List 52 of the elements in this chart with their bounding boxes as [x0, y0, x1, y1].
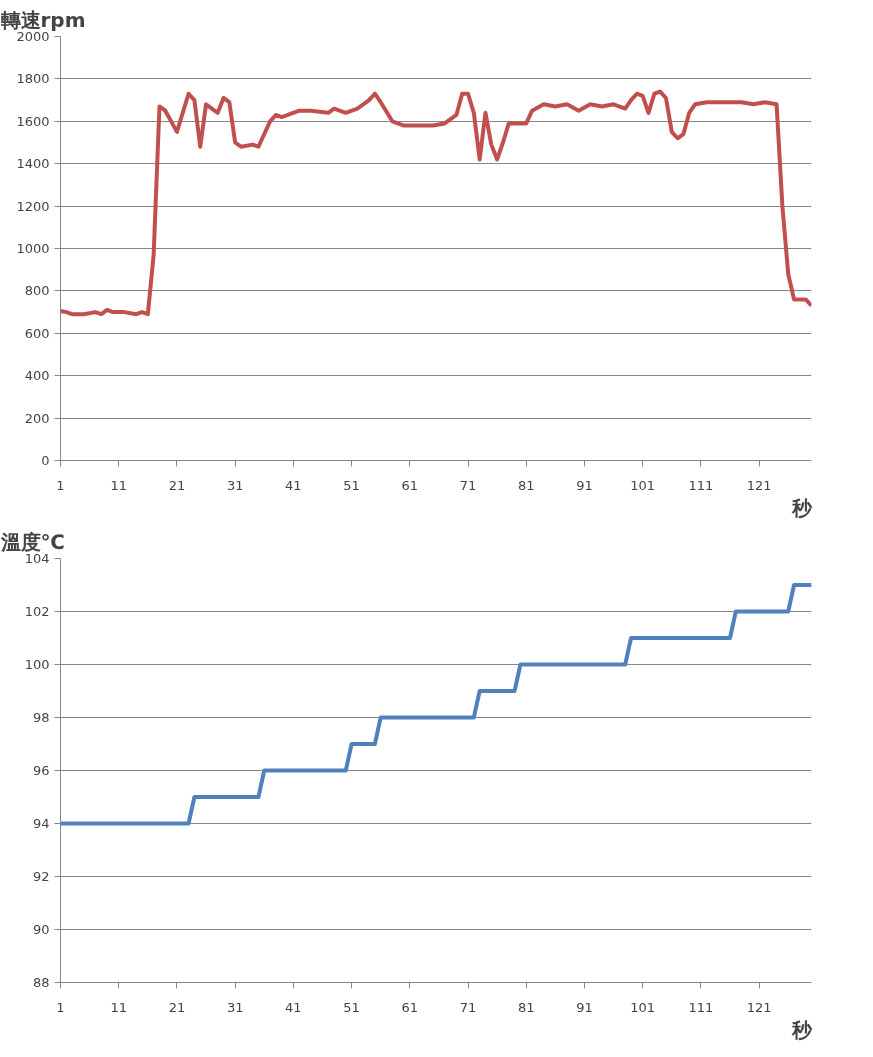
x-tick-label: 61 — [401, 477, 419, 493]
chart-title: 轉速rpm — [0, 7, 86, 32]
x-tick-label: 121 — [746, 999, 772, 1015]
y-tick-label: 2000 — [16, 29, 50, 44]
x-tick-label: 91 — [576, 477, 593, 493]
x-tick-label: 51 — [343, 477, 360, 493]
x-tick-label: 101 — [630, 999, 656, 1015]
x-tick-label: 31 — [226, 477, 244, 493]
x-tick-label: 71 — [459, 477, 477, 493]
x-axis-title: 秒 — [790, 1017, 813, 1042]
y-tick-label: 92 — [32, 869, 50, 884]
x-tick-label: 81 — [517, 999, 535, 1015]
y-tick-label: 98 — [32, 710, 50, 725]
chart-title: 溫度℃ — [0, 529, 65, 554]
x-tick-label: 11 — [110, 477, 127, 493]
x-tick-label: 121 — [746, 477, 772, 493]
y-tick-label: 96 — [32, 763, 50, 778]
y-tick-label: 90 — [32, 922, 50, 937]
x-tick-label: 81 — [517, 477, 535, 493]
y-tick-label: 1000 — [16, 241, 50, 256]
x-tick-label: 91 — [576, 999, 593, 1015]
x-tick-label: 111 — [688, 999, 714, 1015]
x-tick-label: 1 — [56, 999, 65, 1015]
y-tick-label: 400 — [24, 368, 50, 384]
x-tick-label: 21 — [168, 999, 186, 1015]
line-series — [60, 89, 812, 317]
x-tick-label: 101 — [630, 477, 656, 493]
x-tick-label: 61 — [401, 999, 419, 1015]
y-tick-label: 0 — [41, 453, 50, 468]
y-tick-label: 94 — [32, 816, 50, 831]
x-tick-label: 11 — [110, 999, 127, 1015]
x-tick-label: 31 — [226, 999, 244, 1015]
x-tick-label: 21 — [168, 477, 186, 493]
y-tick-label: 100 — [24, 657, 50, 672]
x-tick-label: 41 — [285, 999, 302, 1015]
y-tick-label: 1400 — [16, 156, 50, 172]
y-tick-label: 1600 — [16, 113, 50, 129]
x-tick-label: 71 — [459, 999, 477, 1015]
y-tick-label: 88 — [32, 975, 50, 990]
x-tick-label: 51 — [343, 999, 360, 1015]
line-series — [60, 583, 812, 826]
y-tick-label: 1800 — [16, 71, 50, 87]
y-tick-label: 102 — [24, 604, 50, 619]
x-tick-label: 111 — [688, 477, 714, 493]
x-tick-label: 1 — [56, 477, 65, 493]
y-tick-label: 800 — [24, 283, 50, 299]
x-axis-title: 秒 — [790, 495, 813, 520]
y-tick-label: 1200 — [16, 198, 50, 214]
y-tick-label: 600 — [24, 325, 50, 341]
y-tick-label: 104 — [24, 551, 50, 566]
x-tick-label: 41 — [285, 477, 302, 493]
y-tick-label: 200 — [24, 410, 50, 426]
